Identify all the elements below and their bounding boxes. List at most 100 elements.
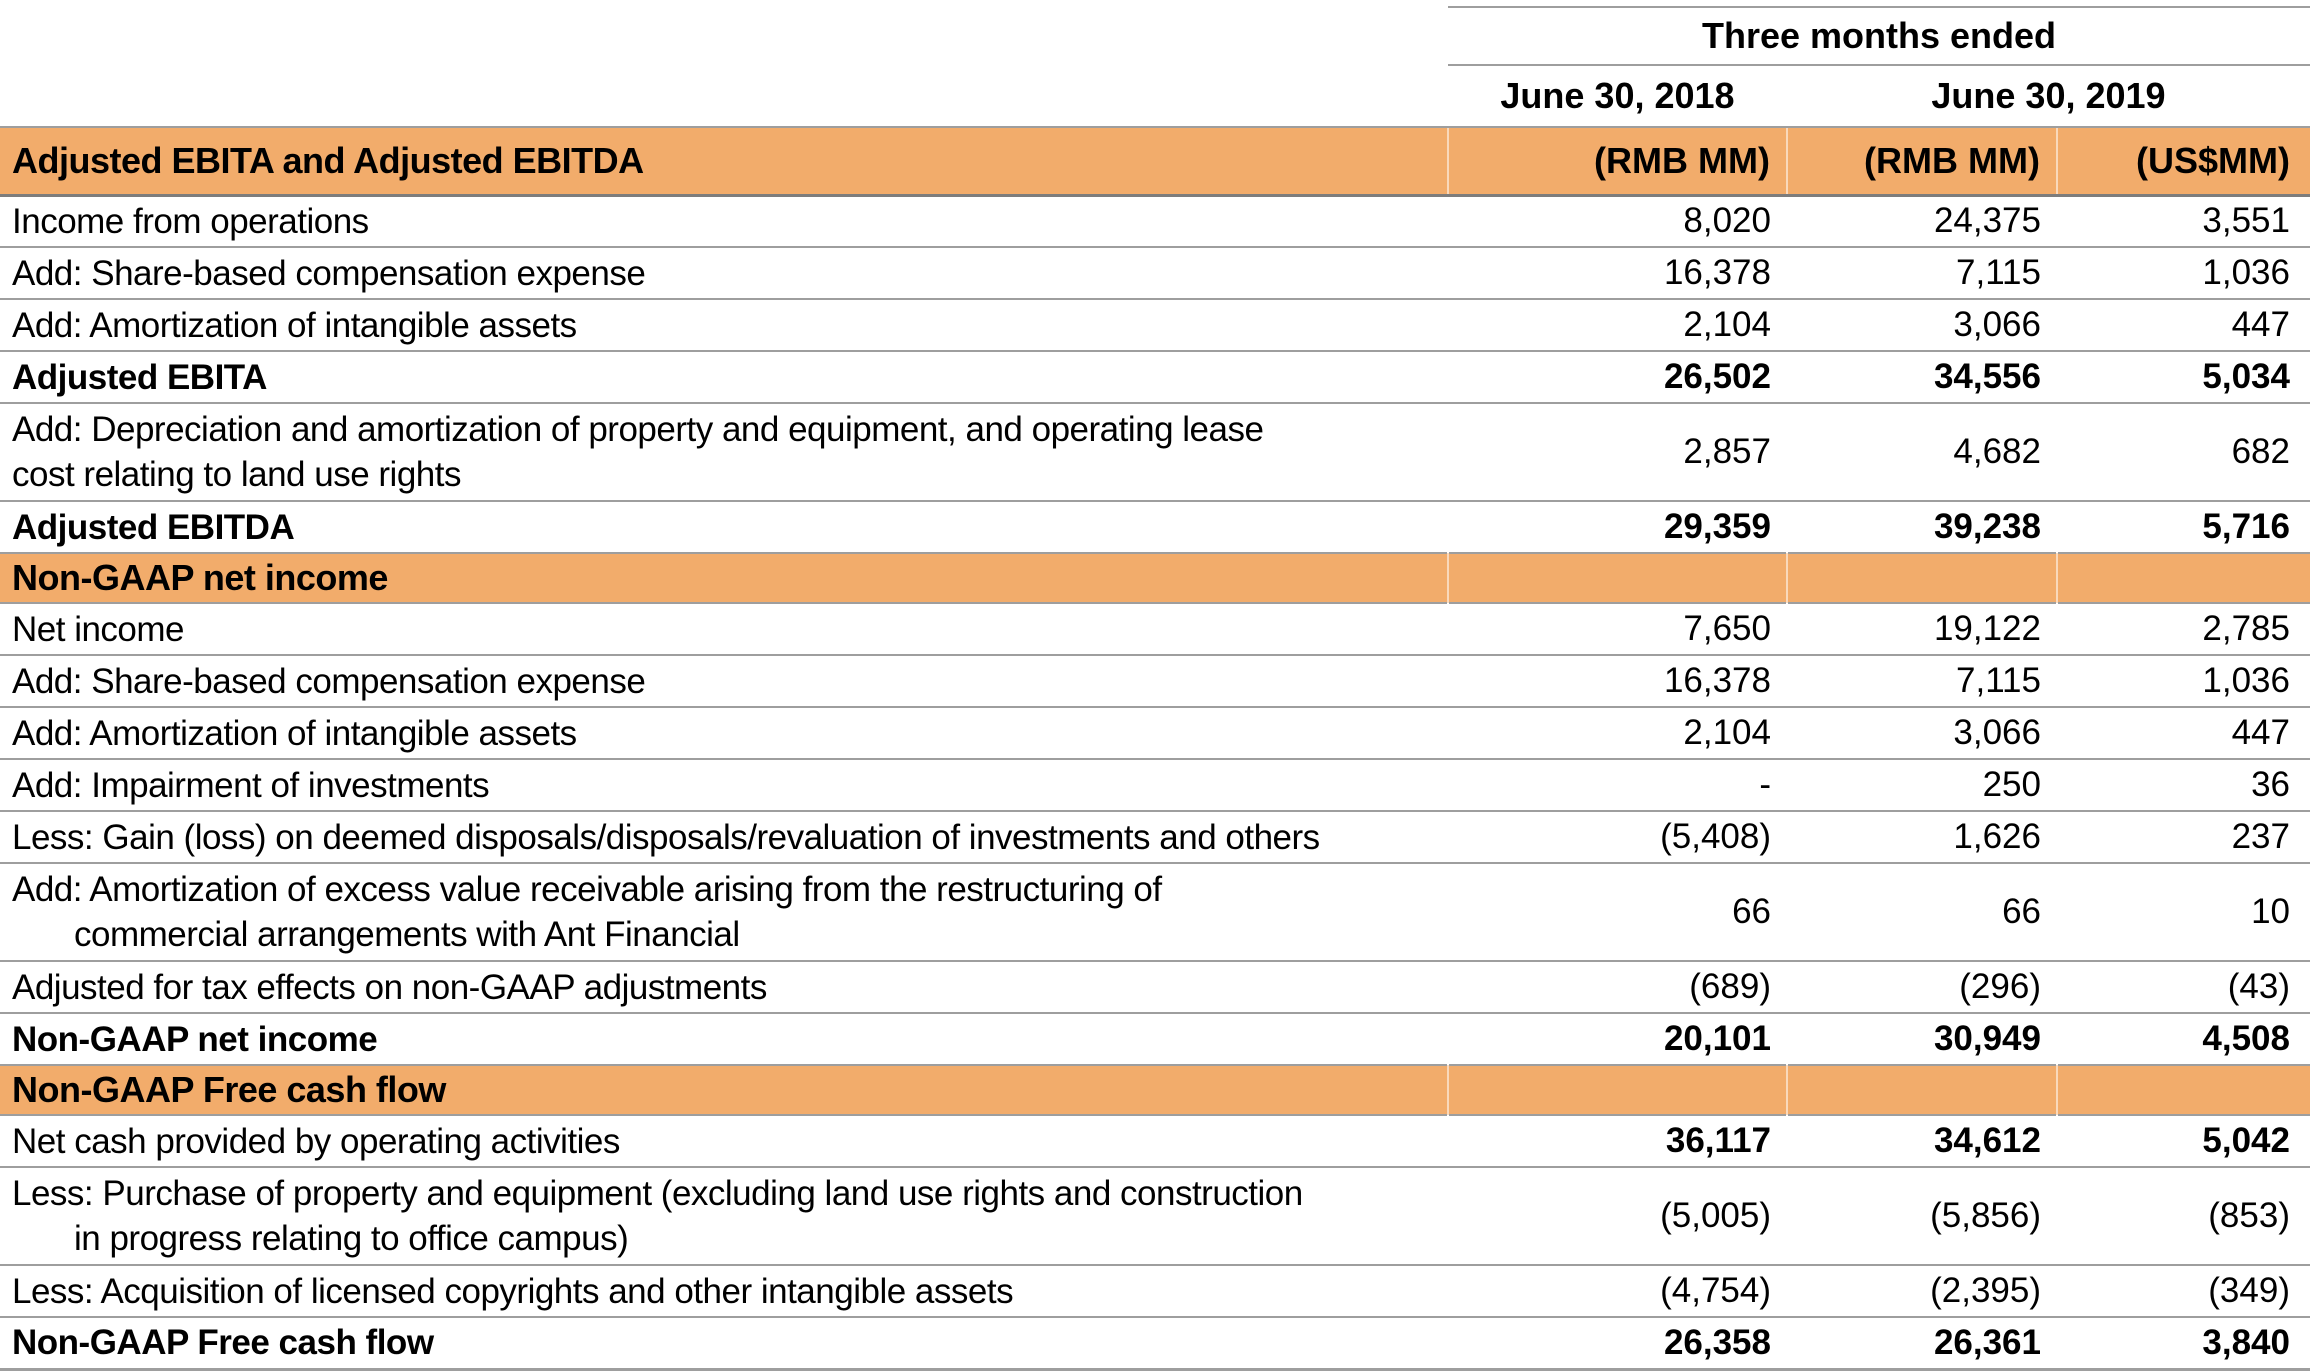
value-cell: 1,036: [2202, 661, 2290, 700]
section-header-row: Adjusted EBITA and Adjusted EBITDA (RMB M…: [0, 127, 2310, 197]
section-empty-cell: [2056, 1065, 2310, 1115]
row-label-line: Add: Share-based compensation expense: [12, 661, 646, 701]
row-label-line: Non-GAAP Free cash flow: [12, 1323, 434, 1363]
row-label-line: Less: Acquisition of licensed copyrights…: [12, 1271, 1014, 1311]
header-empty-cell: [0, 65, 1448, 128]
value-cell: 39,238: [1933, 507, 2041, 546]
value-cell: 8,020: [1683, 201, 1771, 241]
row-label-line: Add: Share-based compensation expense: [12, 253, 646, 293]
value-cell: 66: [1732, 892, 1771, 931]
row-label: Add: Share-based compensation expense: [0, 247, 1448, 299]
value-cell: 16,378: [1663, 661, 1771, 700]
row-label-line: Less: Gain (loss) on deemed disposals/di…: [12, 817, 1320, 857]
row-label-line: Add: Depreciation and amortization of pr…: [12, 410, 1264, 449]
value-cell: 34,612: [1933, 1121, 2041, 1160]
row-label: Less: Purchase of property and equipment…: [0, 1167, 1448, 1265]
row-label-line: Add: Impairment of investments: [12, 765, 490, 805]
value-cell: (43): [2227, 967, 2290, 1006]
financial-table-document: Three months ended June 30, 2018 June 30…: [0, 6, 2310, 1371]
value-cell: 20,101: [1663, 1019, 1771, 1058]
value-cell: 7,650: [1683, 609, 1771, 648]
section-header-row: Non-GAAP net income: [0, 553, 2310, 603]
row-label: Add: Share-based compensation expense: [0, 655, 1448, 707]
row-label: Adjusted for tax effects on non-GAAP adj…: [0, 961, 1448, 1013]
date-column-2018: June 30, 2018: [1448, 65, 1787, 128]
date-header-row: June 30, 2018 June 30, 2019: [0, 65, 2310, 128]
value-cell: (689): [1689, 967, 1771, 1006]
table-row: Add: Amortization of intangible assets 2,…: [0, 299, 2310, 351]
value-cell: 2,104: [1683, 305, 1771, 344]
table-row: Non-GAAP net income 20,101 30,949 4,508: [0, 1013, 2310, 1065]
table-row: Less: Purchase of property and equipment…: [0, 1167, 2310, 1265]
row-label-line: Add: Amortization of intangible assets: [12, 713, 577, 753]
row-label: Add: Depreciation and amortization of pr…: [0, 403, 1448, 501]
value-cell: (296): [1959, 967, 2041, 1006]
table-row: Adjusted EBITA 26,502 34,556 5,034: [0, 351, 2310, 403]
value-cell: 2,104: [1683, 713, 1771, 752]
date-column-2019: June 30, 2019: [1787, 65, 2310, 128]
section-empty-cell: [1786, 553, 2057, 603]
value-cell: 30,949: [1933, 1019, 2041, 1058]
value-cell: 26,358: [1448, 1317, 1787, 1371]
value-cell: 3,066: [1953, 305, 2041, 344]
value-cell: 5,042: [2202, 1121, 2290, 1160]
unit-header-cell: (RMB MM): [1786, 127, 2057, 197]
section-header-row: Non-GAAP Free cash flow: [0, 1065, 2310, 1115]
row-label: Adjusted EBITDA: [0, 501, 1448, 553]
section-title: Non-GAAP net income: [0, 553, 1448, 603]
period-header-row: Three months ended: [0, 6, 2310, 66]
row-label: Less: Acquisition of licensed copyrights…: [0, 1265, 1448, 1317]
unit-header-cell: (RMB MM): [1447, 127, 1787, 197]
value-cell: 7,115: [1956, 661, 2041, 700]
row-label: Non-GAAP net income: [0, 1013, 1448, 1065]
table-row: Add: Amortization of excess value receiv…: [0, 863, 2310, 961]
row-label: Add: Amortization of intangible assets: [0, 299, 1448, 351]
value-cell: 3,066: [1953, 713, 2041, 752]
value-cell: (349): [2208, 1271, 2290, 1310]
section-title: Adjusted EBITA and Adjusted EBITDA: [0, 127, 1448, 197]
value-cell: 36,117: [1665, 1121, 1771, 1160]
table-row: Add: Share-based compensation expense 16,…: [0, 655, 2310, 707]
value-cell: (2,395): [1930, 1271, 2041, 1310]
table-row: Add: Share-based compensation expense 16,…: [0, 247, 2310, 299]
row-label-line: Net cash provided by operating activitie…: [12, 1121, 620, 1161]
value-cell: 66: [2002, 892, 2041, 931]
value-cell: 237: [2231, 817, 2290, 856]
value-cell: 447: [2231, 305, 2290, 344]
unit-header-cell: (US$MM): [2056, 127, 2310, 197]
row-label: Adjusted EBITA: [0, 351, 1448, 403]
value-cell: 1,036: [2202, 253, 2290, 292]
row-label-line: Net income: [12, 609, 185, 649]
table-row: Less: Gain (loss) on deemed disposals/di…: [0, 811, 2310, 863]
row-label-line: Add: Amortization of excess value receiv…: [12, 870, 1162, 909]
value-cell: 26,502: [1663, 357, 1771, 396]
table-row: Adjusted EBITDA 29,359 39,238 5,716: [0, 501, 2310, 553]
row-label-line: Adjusted for tax effects on non-GAAP adj…: [12, 967, 767, 1007]
value-cell: 3,551: [2202, 201, 2290, 241]
value-cell: (5,856): [1930, 1196, 2041, 1235]
section-empty-cell: [1786, 1065, 2057, 1115]
section-empty-cell: [2056, 553, 2310, 603]
value-cell: 5,716: [2202, 507, 2290, 546]
value-cell: (4,754): [1660, 1271, 1771, 1310]
value-cell: (5,408): [1660, 817, 1771, 856]
value-cell: 5,034: [2202, 357, 2290, 396]
row-label-line: Less: Purchase of property and equipment…: [12, 1174, 1303, 1213]
table-row: Income from operations 8,020 24,375 3,551: [0, 195, 2310, 247]
value-cell: 29,359: [1663, 507, 1771, 546]
value-cell: 3,840: [2057, 1317, 2310, 1371]
header-empty-cell: [0, 7, 1448, 65]
row-label-line: Add: Amortization of intangible assets: [12, 305, 577, 345]
value-cell: 1,626: [1953, 817, 2041, 856]
value-cell: -: [1759, 765, 1771, 804]
section-empty-cell: [1447, 1065, 1787, 1115]
value-cell: 447: [2231, 713, 2290, 752]
value-cell: (853): [2208, 1196, 2290, 1235]
value-cell: 4,508: [2202, 1019, 2290, 1058]
table-row: Net cash provided by operating activitie…: [0, 1115, 2310, 1167]
table-row: Add: Amortization of intangible assets 2,…: [0, 707, 2310, 759]
row-label-line: Adjusted EBITA: [12, 357, 267, 397]
table-row: Add: Impairment of investments - 250 36: [0, 759, 2310, 811]
value-cell: 7,115: [1956, 253, 2041, 292]
value-cell: 36: [2251, 765, 2290, 804]
